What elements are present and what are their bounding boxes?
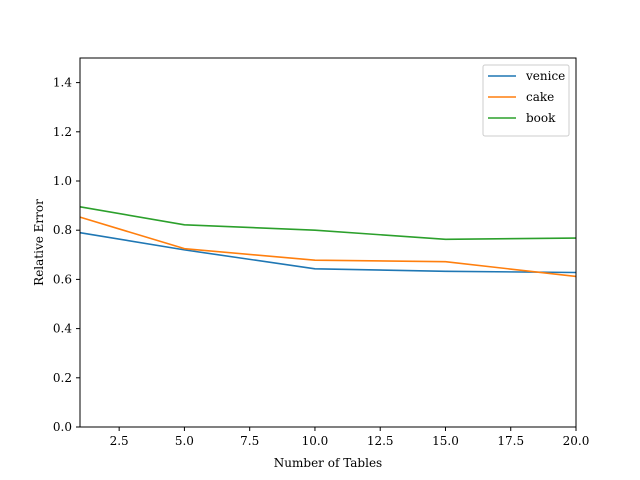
x-tick-label: 15.0 xyxy=(432,434,459,448)
x-axis-label: Number of Tables xyxy=(274,456,382,470)
y-tick-label: 1.2 xyxy=(53,125,72,139)
y-tick-label: 0.2 xyxy=(53,371,72,385)
y-axis-label: Relative Error xyxy=(32,199,46,286)
series-line-book xyxy=(79,206,577,241)
series-layer xyxy=(79,206,577,278)
legend-label-venice: venice xyxy=(525,69,565,83)
y-tick-label: 0.8 xyxy=(53,223,72,237)
plot-frame xyxy=(79,57,577,428)
x-axis-ticks: 2.5 5.0 7.5 10.0 12.5 15.0 17.5 20.0 xyxy=(110,427,590,448)
legend: venice cake book xyxy=(482,64,570,137)
x-tick-label: 10.0 xyxy=(302,434,329,448)
x-tick-label: 12.5 xyxy=(367,434,394,448)
series-line-cake xyxy=(79,216,577,278)
y-axis-ticks: 0.0 0.2 0.4 0.6 0.8 1.0 1.2 1.4 xyxy=(53,76,80,434)
y-tick-label: 0.4 xyxy=(53,322,72,336)
y-tick-label: 0.0 xyxy=(53,420,72,434)
y-tick-label: 0.6 xyxy=(53,272,72,286)
series-line-venice xyxy=(79,231,577,274)
y-tick-label: 1.0 xyxy=(53,174,72,188)
x-tick-label: 5.0 xyxy=(175,434,194,448)
x-tick-label: 7.5 xyxy=(240,434,259,448)
x-tick-label: 17.5 xyxy=(497,434,524,448)
legend-label-book: book xyxy=(526,111,556,125)
x-tick-label: 20.0 xyxy=(563,434,590,448)
legend-label-cake: cake xyxy=(526,90,554,104)
x-tick-label: 2.5 xyxy=(110,434,129,448)
y-tick-label: 1.4 xyxy=(53,76,72,90)
